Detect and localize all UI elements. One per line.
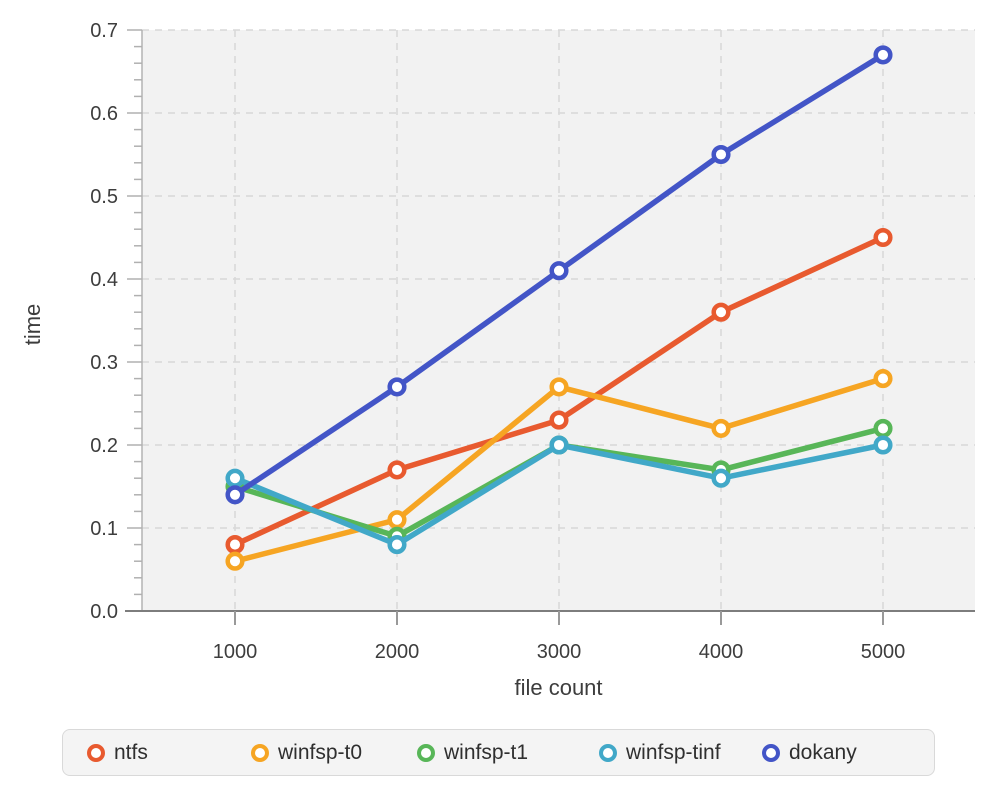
x-tick-label: 4000 [699,641,744,663]
data-point-ntfs [711,302,731,322]
data-point-winfsp-t0 [549,377,569,397]
data-point-winfsp-t0 [225,551,245,571]
legend-marker-ntfs [87,743,105,762]
data-point-ntfs [549,410,569,430]
y-tick-label: 0.1 [90,518,118,540]
legend-label: winfsp-t0 [278,740,363,764]
legend-marker-winfsp-tinf [599,743,617,762]
data-point-dokany [711,144,731,165]
data-point-winfsp-tinf [711,468,731,488]
legend-label: dokany [789,740,857,764]
x-tick-label: 1000 [213,641,258,663]
data-point-winfsp-tinf [549,435,569,455]
y-tick-label: 0.0 [90,601,118,623]
data-point-dokany [225,485,245,505]
data-point-winfsp-t0 [711,418,731,438]
y-tick-label: 0.3 [90,352,118,374]
legend-item-ntfs: ntfs [87,741,251,765]
y-tick-label: 0.2 [90,435,118,457]
legend-item-winfsp-t0: winfsp-t0 [251,741,417,765]
legend-marker-winfsp-t0 [251,743,269,762]
data-point-ntfs [387,460,407,480]
chart-legend: ntfs winfsp-t0 winfsp-t1 winfsp-tinf dokany [62,729,935,776]
data-point-winfsp-t1 [873,418,893,438]
legend-item-dokany: dokany [762,741,934,765]
legend-label: winfsp-tinf [626,740,721,764]
legend-marker-winfsp-t1 [417,743,435,762]
data-point-winfsp-tinf [225,468,245,488]
x-tick-label: 2000 [375,641,420,663]
x-tick-label: 3000 [537,641,582,663]
legend-item-winfsp-tinf: winfsp-tinf [599,741,762,765]
y-axis-title: time [20,304,45,346]
data-point-winfsp-tinf [873,435,893,455]
data-point-winfsp-t0 [387,510,407,530]
legend-label: winfsp-t1 [444,740,529,764]
x-tick-label: 5000 [861,641,906,663]
data-point-dokany [387,377,407,397]
data-point-winfsp-tinf [387,535,407,555]
legend-marker-dokany [762,743,780,762]
legend-item-winfsp-t1: winfsp-t1 [417,741,599,765]
data-point-dokany [873,45,893,65]
legend-label: ntfs [114,740,148,764]
x-axis-title: file count [514,675,602,700]
data-point-dokany [549,261,569,281]
y-tick-label: 0.5 [90,186,118,208]
y-tick-label: 0.6 [90,103,118,125]
data-point-ntfs [225,535,245,555]
data-point-winfsp-t0 [873,369,893,389]
y-tick-label: 0.7 [90,20,118,42]
data-point-ntfs [873,227,893,248]
y-tick-label: 0.4 [90,269,118,291]
